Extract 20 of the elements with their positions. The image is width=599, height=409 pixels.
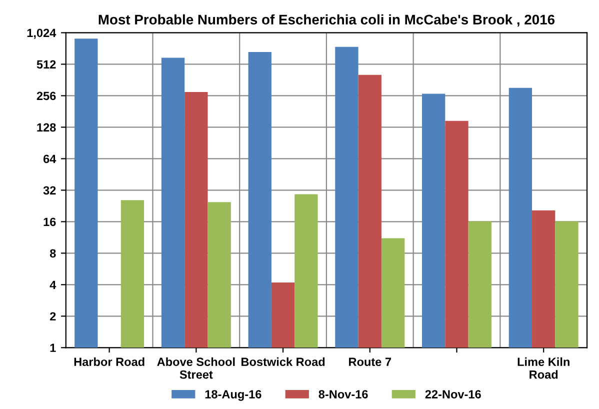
chart-title: Most Probable Numbers of Escherichia coli in McCabe's Brook , 2016 [98, 14, 555, 27]
y-tick-label: 64 [43, 154, 56, 164]
y-tick-label: 16 [44, 218, 56, 226]
y-tick-label: 512 [36, 60, 56, 69]
y-tick-label: 8 [50, 249, 56, 258]
x-tick-label: Harbor Road [74, 357, 144, 366]
legend-label: 18-Aug-16 [205, 390, 262, 401]
y-tick-label: 1,024 [27, 28, 56, 39]
legend-label: 8-Nov-16 [318, 390, 368, 398]
y-tick-label: 256 [36, 92, 56, 100]
y-tick-label: 128 [37, 123, 56, 132]
y-tick-label: 4 [50, 280, 56, 289]
x-tick-label: Lime Kiln Road [518, 357, 570, 379]
y-tick-label: 2 [50, 312, 56, 320]
x-tick-label: Above School Street [157, 357, 235, 379]
y-tick-label: 32 [43, 186, 56, 195]
x-tick-label: Bostwick Road [242, 357, 325, 366]
x-tick-label: Route 7 [349, 358, 392, 366]
y-tick-label: 1 [50, 344, 56, 352]
legend-label: 22-Nov-16 [425, 390, 481, 398]
